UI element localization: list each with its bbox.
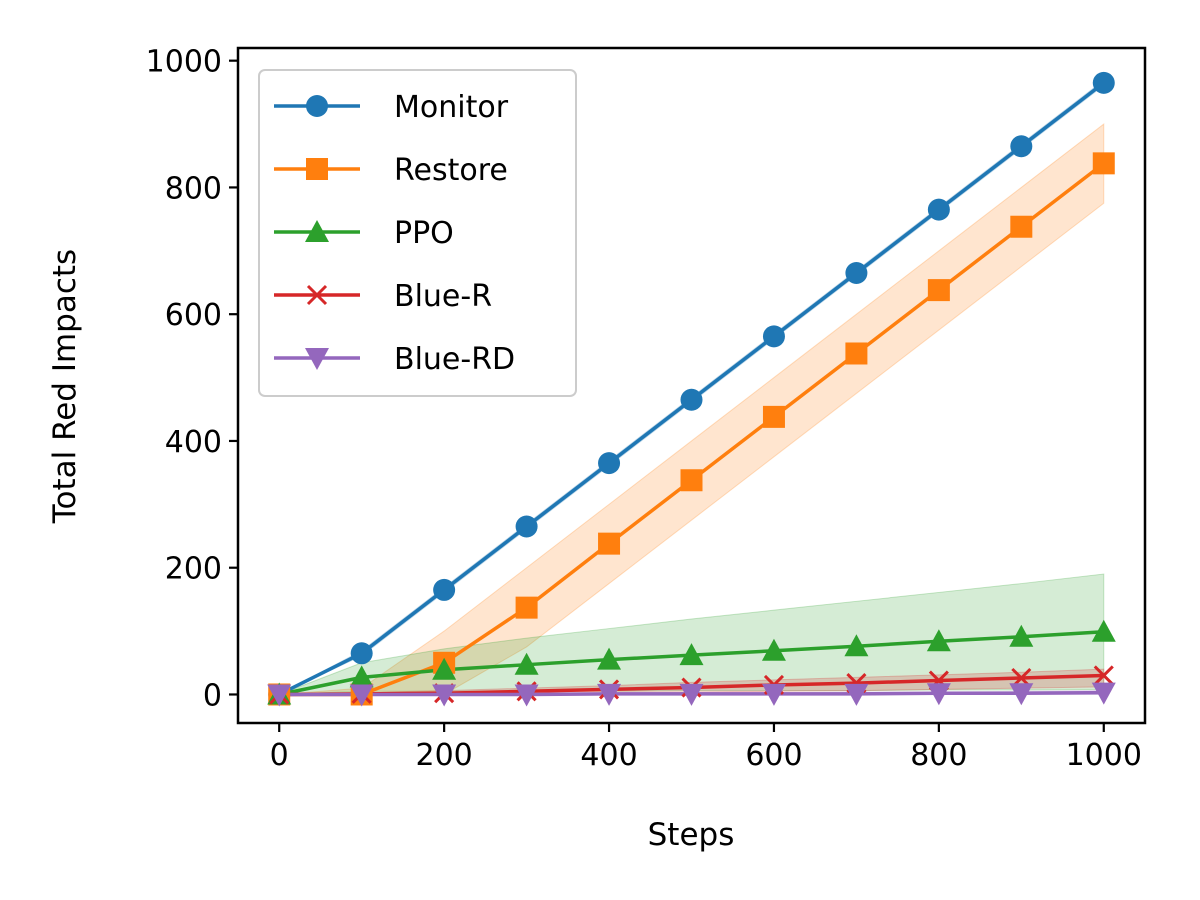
x-tick-label: 200 [416, 738, 473, 773]
restore-point [1010, 215, 1033, 238]
y-tick-label: 600 [165, 298, 222, 333]
blue-rd-point [349, 684, 374, 707]
x-tick-label: 800 [910, 738, 967, 773]
x-tick-label: 1000 [1066, 738, 1142, 773]
restore-point [845, 342, 868, 365]
blue-rd-point [432, 684, 457, 707]
legend-label-ppo: PPO [394, 216, 454, 251]
legend-marker-ppo [305, 220, 329, 242]
x-tick-label: 0 [270, 738, 289, 773]
blue-rd-point [267, 684, 292, 707]
legend-box [258, 69, 577, 397]
ppo-point [1009, 624, 1034, 647]
x-axis: 0 200 400 600 800 1000 [270, 723, 1142, 773]
ppo-point [1091, 619, 1116, 642]
ppo-point [514, 652, 539, 675]
ppo-point [432, 657, 457, 680]
legend-marker-monitor [306, 95, 328, 117]
restore-point [762, 405, 785, 428]
monitor-point [1092, 71, 1115, 94]
blue-rd-point [844, 683, 869, 706]
legend-label-blue-r: Blue-R [394, 279, 492, 314]
blue-rd-point [597, 683, 622, 706]
monitor-point [1010, 135, 1033, 158]
ppo-point [597, 647, 622, 670]
y-tick-label: 0 [203, 678, 222, 713]
blue-rd-point [1009, 683, 1034, 706]
series-markers [267, 71, 1116, 707]
y-axis: 0 200 400 600 800 1000 [146, 45, 238, 713]
blue-rd-point [679, 683, 704, 706]
monitor-point [927, 198, 950, 221]
legend-label-restore: Restore [394, 153, 508, 188]
monitor-point [350, 642, 373, 665]
legend: Monitor Restore PPO Blue-R Blue-RD [258, 69, 577, 397]
y-tick-label: 200 [165, 552, 222, 587]
monitor-point [680, 388, 703, 411]
blue-rd-point [1091, 682, 1116, 705]
y-tick-label: 1000 [146, 45, 222, 80]
x-tick-label: 600 [745, 738, 802, 773]
monitor-point [598, 452, 621, 475]
plot-frame [236, 46, 1147, 725]
restore-point [1092, 152, 1115, 175]
monitor-point [515, 515, 538, 538]
monitor-point [845, 262, 868, 284]
x-axis-title: Steps [648, 817, 735, 853]
legend-marker-blue-rd [305, 348, 329, 370]
x-tick-label: 400 [580, 738, 637, 773]
legend-marker-restore [306, 158, 328, 180]
restore-point [598, 532, 621, 555]
legend-label-blue-rd: Blue-RD [394, 342, 515, 377]
ppo-point [926, 629, 951, 652]
legend-marker-blue-r [306, 284, 328, 306]
restore-point [927, 279, 950, 302]
ppo-point [761, 638, 786, 661]
ppo-point [679, 643, 704, 666]
legend-label-monitor: Monitor [394, 90, 509, 125]
blue-rd-point [514, 684, 539, 707]
blue-rd-point [761, 683, 786, 706]
blue-rd-point [926, 683, 951, 706]
y-axis-title: Total Red Impacts [47, 249, 83, 524]
monitor-point [762, 325, 785, 348]
ppo-point [844, 634, 869, 657]
blue-r-point [1093, 665, 1114, 686]
y-tick-label: 800 [165, 171, 222, 206]
monitor-point [433, 578, 456, 601]
restore-point [515, 596, 538, 619]
ppo-point [349, 665, 374, 688]
y-tick-label: 400 [165, 425, 222, 460]
restore-point [680, 469, 703, 492]
